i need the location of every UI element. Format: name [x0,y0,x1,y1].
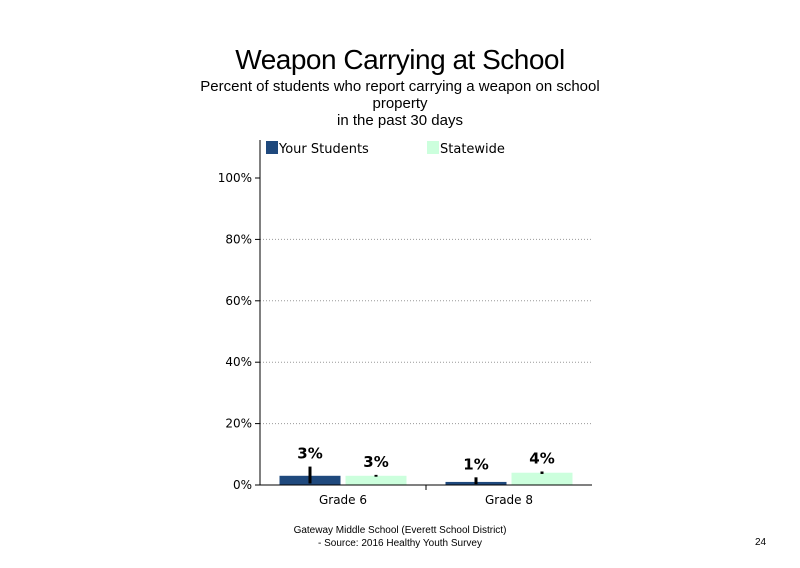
error-bars [308,466,544,485]
y-tick-label: 100% [218,171,252,185]
x-tick-label: Grade 6 [319,493,367,507]
legend: Your Students Statewide [266,141,505,157]
axes [259,140,592,486]
chart-subtitle: Percent of students who report carrying … [170,78,630,129]
data-label: 4% [529,449,554,467]
subtitle-line-1: Percent of students who report carrying … [200,78,600,95]
y-tick-label: 0% [233,478,252,492]
x-axis-ticks: Grade 6 Grade 8 [319,485,533,507]
y-tick-label: 60% [225,294,252,308]
bar [511,472,573,485]
y-tick-label: 80% [225,232,252,246]
footer-source: Gateway Middle School (Everett School Di… [250,524,550,550]
y-tick-label: 40% [225,355,252,369]
data-label: 3% [363,453,388,471]
legend-label: Statewide [440,142,505,157]
subtitle-line-3: in the past 30 days [337,112,463,129]
y-axis-ticks: 0% 20% 40% 60% 80% 100% [218,171,260,492]
footer-line-2: - Source: 2016 Healthy Youth Survey [318,538,482,549]
page-number: 24 [755,537,767,548]
data-label: 3% [297,445,322,463]
bar [345,475,407,485]
data-labels: 3% 3% 1% 4% [297,445,554,474]
x-tick-label: Grade 8 [485,493,533,507]
gridlines [260,238,592,425]
legend-swatch [266,141,278,154]
subtitle-line-2: property [372,95,428,112]
legend-label: Your Students [278,142,369,157]
footer-line-1: Gateway Middle School (Everett School Di… [293,525,507,536]
legend-swatch [427,141,439,154]
bars [279,472,573,485]
data-label: 1% [463,455,488,473]
y-tick-label: 20% [225,417,252,431]
chart-title: Weapon Carrying at School [235,44,565,75]
